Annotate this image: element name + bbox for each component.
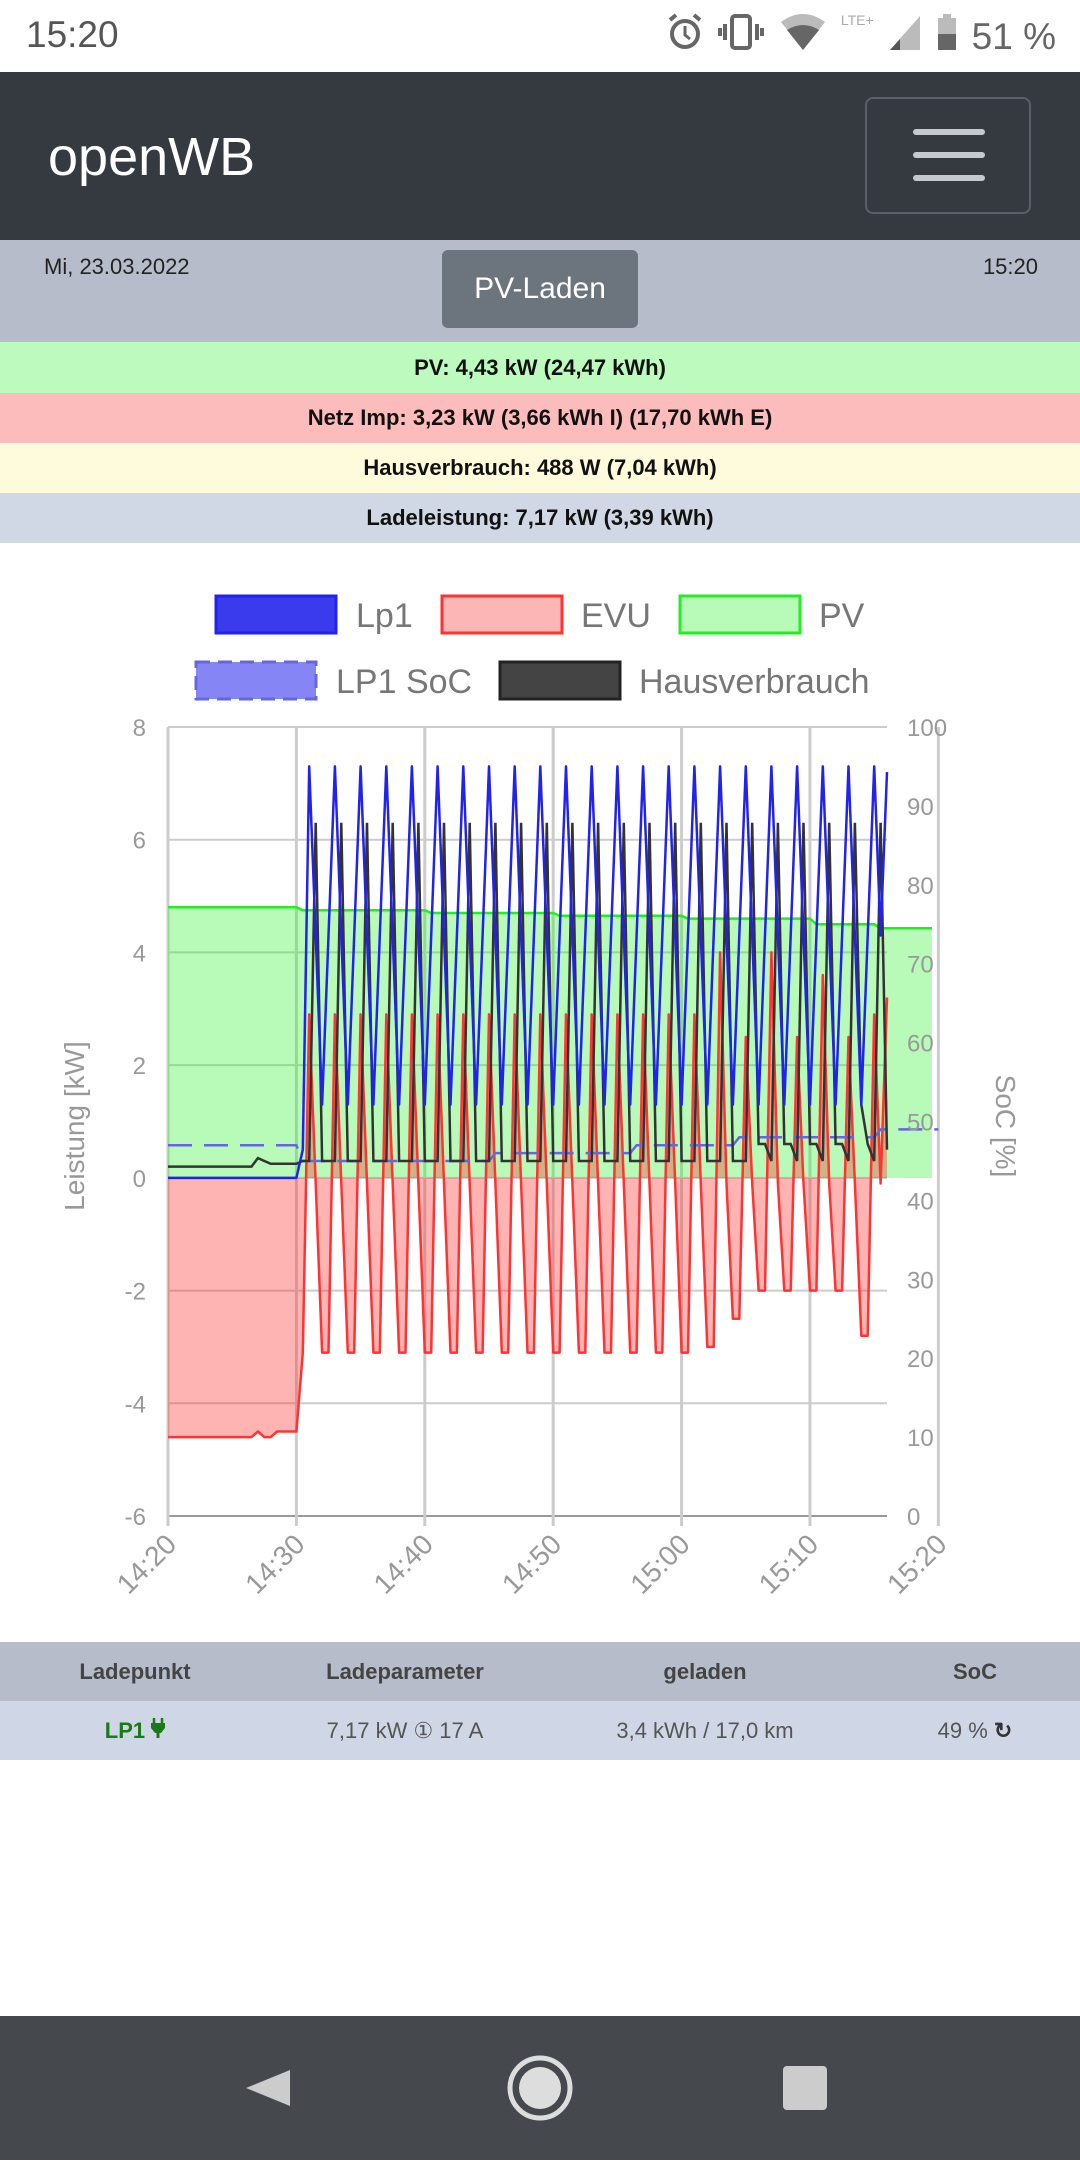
- y2-tick-label: 0: [907, 1504, 920, 1531]
- home-icon[interactable]: [507, 2055, 573, 2121]
- charge-point-table: Ladepunkt Ladeparameter geladen SoC LP1 …: [0, 1642, 1080, 1760]
- charge-point-label: LP1: [104, 1717, 146, 1743]
- charging-summary: Ladeleistung: 7,17 kW (3,39 kWh): [0, 493, 1080, 543]
- hausverbrauch-line: [168, 822, 889, 1168]
- charge-mode-button[interactable]: PV-Laden: [442, 250, 638, 328]
- navbar: openWB: [0, 72, 1080, 240]
- brand-logo[interactable]: openWB: [48, 127, 256, 187]
- y2-tick-label: 20: [907, 1346, 934, 1373]
- back-icon[interactable]: [246, 2070, 290, 2106]
- pv-summary: PV: 4,43 kW (24,47 kWh): [0, 342, 1080, 393]
- date: Mi, 23.03.2022: [44, 254, 190, 279]
- charged-amount: 3,4 kWh / 17,0 km: [616, 1717, 794, 1743]
- status-bar: 15:20 LTE+ 51 %: [0, 0, 1080, 72]
- y-tick-label: 2: [133, 1053, 146, 1080]
- y-axis-title: Leistung [kW]: [59, 1041, 90, 1211]
- y2-axis-title: SoC [%]: [990, 1075, 1021, 1178]
- hamburger-icon: [913, 129, 985, 135]
- y-tick-label: 0: [133, 1166, 146, 1193]
- table-header: Ladepunkt Ladeparameter geladen SoC: [0, 1642, 1080, 1701]
- legend-label: Hausverbrauch: [639, 663, 870, 701]
- alarm-icon: [667, 12, 703, 61]
- x-tick-label: 15:00: [624, 1528, 695, 1599]
- legend-label: LP1 SoC: [336, 663, 472, 701]
- power-chart: Lp1 EVU PV LP1 SoC Hausverbrauch 86420-2…: [59, 594, 1021, 1600]
- y-tick-label: -4: [125, 1391, 146, 1418]
- battery-level: 51 %: [971, 15, 1056, 57]
- hamburger-icon: [913, 175, 985, 181]
- y-tick-label: 4: [133, 940, 146, 967]
- time: 15:20: [982, 254, 1038, 279]
- charge-parameters: 7,17 kW ① 17 A: [326, 1717, 484, 1743]
- lp1-line: [168, 765, 889, 1180]
- chart-legend[interactable]: Lp1 EVU PV LP1 SoC Hausverbrauch: [194, 594, 870, 701]
- x-tick-label: 14:40: [368, 1528, 439, 1599]
- y2-tick-label: 80: [907, 873, 934, 900]
- signal-icon: [888, 12, 922, 61]
- y-tick-label: -6: [125, 1504, 146, 1531]
- y2-tick-label: 40: [907, 1188, 934, 1215]
- refresh-icon[interactable]: ↻: [993, 1717, 1013, 1743]
- hamburger-menu-button[interactable]: [865, 97, 1031, 214]
- x-tick-label: 15:10: [753, 1528, 824, 1599]
- y-tick-label: -2: [125, 1279, 146, 1306]
- vibrate-icon: [717, 12, 765, 61]
- status-time: 15:20: [26, 14, 119, 55]
- header-ladeparameter: Ladeparameter: [326, 1658, 484, 1684]
- recents-icon[interactable]: [783, 2066, 827, 2110]
- info-bar: Mi, 23.03.2022 PV-Laden 15:20: [0, 240, 1080, 342]
- legend-item-lp1: Lp1: [214, 594, 413, 635]
- legend-item-hausverbrauch: Hausverbrauch: [498, 660, 870, 701]
- battery-icon: [936, 12, 958, 61]
- hamburger-icon: [913, 152, 985, 158]
- system-navigation-bar: [0, 2016, 1080, 2160]
- x-tick-label: 14:50: [496, 1528, 567, 1599]
- y2-tick-label: 50: [907, 1110, 934, 1137]
- evu-line: [168, 951, 889, 1439]
- soc-value: 49 % ↻: [870, 1718, 1080, 1744]
- legend-label: EVU: [581, 597, 651, 635]
- header-ladepunkt: Ladepunkt: [79, 1658, 191, 1684]
- legend-label: PV: [819, 597, 865, 635]
- x-tick-label: 15:20: [881, 1528, 952, 1599]
- charge-point-name[interactable]: LP1: [0, 1717, 270, 1744]
- legend-item-lp1-soc: LP1 SoC: [194, 660, 472, 701]
- header-soc: SoC: [953, 1658, 997, 1684]
- y2-tick-label: 100: [907, 715, 947, 742]
- y2-tick-label: 60: [907, 1031, 934, 1058]
- y2-tick-label: 30: [907, 1267, 934, 1294]
- y2-tick-label: 70: [907, 952, 934, 979]
- y2-tick-label: 90: [907, 794, 934, 821]
- plug-icon: [151, 1717, 166, 1743]
- legend-item-evu: EVU: [440, 594, 651, 635]
- x-tick-label: 14:30: [239, 1528, 310, 1599]
- y-tick-label: 8: [133, 715, 146, 742]
- header-geladen: geladen: [663, 1658, 747, 1684]
- legend-item-pv: PV: [678, 594, 865, 635]
- soc-label: 49 %: [937, 1717, 988, 1743]
- table-row[interactable]: LP1 7,17 kW ① 17 A 3,4 kWh / 17,0 km 49 …: [0, 1701, 1080, 1760]
- network-type: LTE+: [840, 12, 874, 28]
- legend-label: Lp1: [356, 597, 413, 635]
- grid-summary: Netz Imp: 3,23 kW (3,66 kWh I) (17,70 kW…: [0, 393, 1080, 443]
- y2-tick-label: 10: [907, 1425, 934, 1452]
- wifi-icon: [779, 12, 827, 61]
- y-tick-label: 6: [133, 828, 146, 855]
- x-tick-label: 14:20: [111, 1528, 182, 1599]
- house-summary: Hausverbrauch: 488 W (7,04 kWh): [0, 443, 1080, 493]
